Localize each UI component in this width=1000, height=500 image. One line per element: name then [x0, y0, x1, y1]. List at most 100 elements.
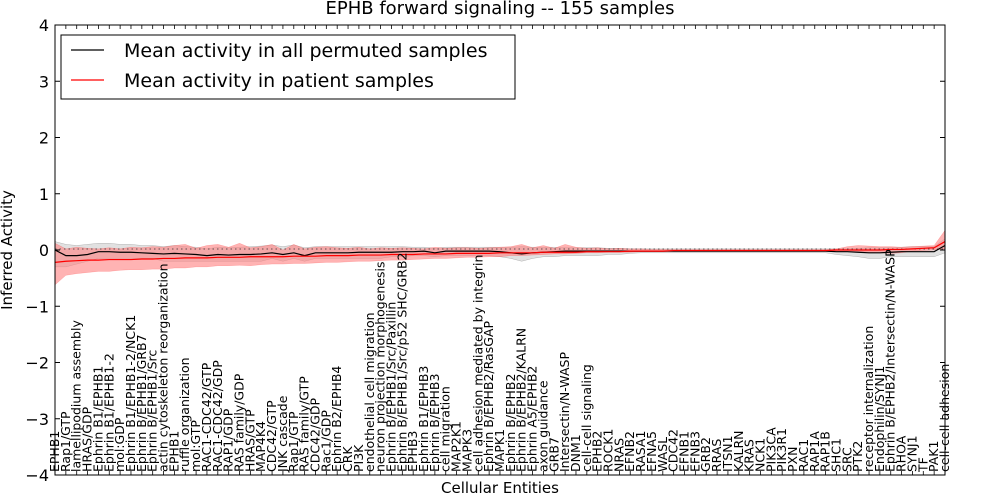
x-tick-label: Ephrin B/EPHB2/KALRN: [514, 328, 529, 472]
x-tick-label: Ephrin B1/EPHB1-2/NCK1: [123, 315, 138, 472]
x-tick-label: GRB7: [546, 437, 561, 472]
y-tick-label: 0: [39, 241, 49, 260]
x-tick-label: PXN: [785, 447, 800, 472]
plot-frame: [54, 24, 946, 476]
x-tick-label: axon guidance: [535, 380, 550, 472]
x-tick-label: MAP4K4: [253, 421, 268, 472]
x-tick-label: Ephrin B2/EPHB4: [329, 366, 344, 472]
x-tick-label: JNK cascade: [275, 395, 290, 473]
x-tick-label: RAC1-CDC42/GDP: [210, 360, 225, 472]
x-tick-label: HRAS/GTP: [242, 409, 257, 472]
x-tick-label: Intersectin/N-WASP: [557, 352, 572, 472]
x-tick-label: Ephrin B1/EPHB1-2: [101, 353, 116, 472]
y-tick-label: 1: [39, 185, 49, 204]
series-lines: [54, 241, 946, 263]
x-tick-label: CDC42: [666, 429, 681, 472]
x-tick-label: RHOA: [894, 435, 909, 472]
x-tick-label: PIK3CA: [763, 427, 778, 472]
x-tick-label: SYNJ1: [904, 435, 919, 472]
x-tick-label: Ephrin B1/EPHB1: [90, 366, 105, 472]
x-tick-label: EFNA5: [644, 431, 659, 472]
legend: Mean activity in all permuted samples Me…: [60, 34, 516, 100]
x-tick-label: cell migration: [438, 386, 453, 472]
x-tick-label: HRAS/GDP: [80, 406, 95, 472]
x-tick-label: RAS family/GTP: [297, 376, 312, 472]
y-axis: −4 −3 −2 −1 0 1 2 3 4: [25, 16, 945, 485]
x-tick-label: PI3K: [351, 444, 366, 472]
x-tick-label: NCK1: [752, 438, 767, 472]
x-tick-label: mol:GDP: [112, 417, 127, 472]
x-tick-label: KRAS: [742, 439, 757, 472]
x-tick-label: Ephrin B/EPHB1/Src/p52 SHC/GRB2: [394, 253, 409, 473]
x-tick-label: RAC1-CDC42/GTP: [199, 362, 214, 472]
chart-title: EPHB forward signaling -- 155 samples: [326, 0, 675, 19]
series-line-patient: [54, 241, 946, 263]
x-tick-label: Endophilin/SYNJ1: [872, 366, 887, 472]
x-tick-label: Rac1/GDP: [318, 410, 333, 472]
x-tick-label: PIK3R1: [774, 428, 789, 472]
x-tick-label: Ephrin B/EPHB1/Src/Paxillin: [383, 302, 398, 472]
x-tick-label: Ephrin B/EPHB2/Intersectin/N-WASP: [883, 249, 898, 472]
legend-label-permuted: Mean activity in all permuted samples: [124, 40, 487, 62]
x-tick-label: MAP2K1: [449, 421, 464, 472]
x-tick-label: WASL: [655, 437, 670, 472]
x-tick-label: Rap1/GTP: [286, 411, 301, 472]
x-tick-label: MAPK1: [492, 429, 507, 472]
x-tick-label: endothelial cell migration: [362, 312, 377, 472]
x-tick-label: ruffle organization: [177, 357, 192, 472]
x-tick-label: actin cytoskeleton reorganization: [156, 263, 171, 472]
x-tick-label: Rap1/GTP: [58, 411, 73, 472]
x-tick-label: RAP1/GDP: [221, 408, 236, 472]
x-tick-label: SHC1: [828, 438, 843, 472]
y-tick-label: −4: [25, 466, 49, 485]
x-tick-label: neuron projection morphogenesis: [373, 261, 388, 472]
x-tick-label: Ephrin B/EPHB2/RasGAP: [481, 321, 496, 472]
x-tick-label: NRAS: [611, 438, 626, 472]
x-tick-label: TF: [915, 457, 930, 473]
y-tick-label: −3: [25, 410, 49, 429]
x-tick-label: ITSN1: [720, 435, 735, 472]
x-tick-label: PAK1: [926, 441, 941, 472]
x-tick-label: MAPK3: [459, 429, 474, 472]
y-axis-label: Inferred Activity: [0, 190, 16, 310]
x-tick-label: EPHB1: [166, 431, 181, 472]
x-tick-label: EPHB3: [405, 431, 420, 472]
x-tick-label: CDC42/GDP: [307, 397, 322, 472]
x-tick-label: RAC1: [796, 439, 811, 472]
x-tick-label: cell-cell signaling: [579, 364, 594, 472]
y-tick-label: 3: [39, 72, 49, 91]
x-tick-label: mol:GTP: [188, 420, 203, 472]
x-tick-label: PTK2: [850, 441, 865, 472]
x-tick-label: ROCK1: [601, 429, 616, 472]
x-tick-label: cell adhesion mediated by integrin: [470, 255, 485, 472]
x-tick-label: RAS family/GDP: [232, 373, 247, 472]
x-tick-label: Ephrin B/EPHB1/GRB7: [134, 334, 149, 472]
x-tick-label: Ephrin B1/EPHB3: [416, 366, 431, 472]
legend-label-patient: Mean activity in patient samples: [124, 70, 434, 92]
x-tick-label: RASA1: [633, 431, 648, 472]
x-tick-label: EFNB2: [622, 431, 637, 472]
x-tick-label: CRK: [340, 446, 355, 472]
x-tick-label: receptor internalization: [861, 326, 876, 472]
x-tick-label: RAP1A: [807, 431, 822, 472]
x-tick-label: RAP1B: [818, 431, 833, 472]
x-tick-label: SRC: [839, 447, 854, 472]
y-tick-label: −1: [25, 297, 49, 316]
y-tick-label: 2: [39, 129, 49, 148]
x-tick-label: EPHB2: [590, 431, 605, 472]
x-tick-label: RRAS: [709, 439, 724, 472]
x-tick-label: DNM1: [568, 434, 583, 472]
legend-box: [60, 34, 516, 100]
x-tick-label: Ephrin B/EPHB3: [427, 374, 442, 472]
x-tick-label: lamellipodium assembly: [69, 320, 84, 472]
x-tick-label: Ephrin B/EPHB1/Src: [145, 350, 160, 472]
x-tick-label: Ephrin B/EPHB2: [503, 374, 518, 472]
y-tick-label: −2: [25, 354, 49, 373]
x-tick-label: KALRN: [731, 430, 746, 472]
x-axis-label: Cellular Entities: [441, 479, 559, 497]
x-tick-label: EFNB3: [687, 431, 702, 472]
x-tick-label: CDC42/GTP: [264, 400, 279, 472]
x-tick-label: GRB2: [698, 437, 713, 472]
